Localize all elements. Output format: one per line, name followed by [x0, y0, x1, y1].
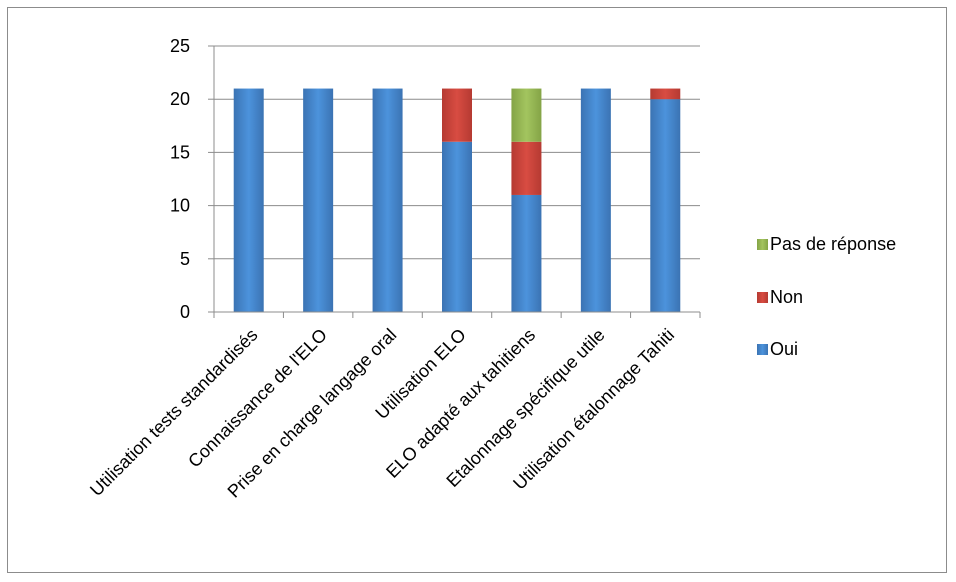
y-tick-label: 10: [170, 196, 190, 216]
bar-segment-oui: [372, 88, 403, 312]
legend-label: Oui: [770, 339, 798, 359]
x-axis-ticks: Utilisation tests standardisésConnaissan…: [86, 325, 678, 502]
legend-swatch-pas-de-r-ponse: [757, 239, 768, 250]
y-tick-label: 20: [170, 89, 190, 109]
bar-segment-oui: [580, 88, 611, 312]
bars: [233, 88, 681, 312]
bar-segment-oui: [442, 141, 472, 312]
bar-segment-oui: [303, 88, 334, 312]
bar-segment-non: [442, 88, 472, 142]
y-tick-label: 0: [180, 302, 190, 322]
bar-segment-oui: [233, 88, 264, 312]
legend-swatch-oui: [757, 344, 768, 355]
y-tick-label: 25: [170, 36, 190, 56]
legend-swatch-non: [757, 292, 768, 303]
bar-segment-pas-de-r-ponse: [511, 88, 542, 142]
y-tick-label: 5: [180, 249, 190, 269]
bar-segment-oui: [511, 194, 542, 312]
x-tick-label: Connaissance de l'ELO: [184, 325, 331, 472]
axes: [213, 46, 701, 318]
chart-frame: [7, 7, 947, 573]
bar-segment-oui: [650, 99, 681, 312]
y-axis-ticks: 0 5 10 15 20 25: [170, 36, 214, 322]
y-tick-label: 15: [170, 142, 190, 162]
bar-segment-non: [511, 141, 542, 195]
legend: Pas de réponse Non Oui: [757, 234, 896, 359]
bar-segment-non: [650, 88, 681, 100]
legend-label: Pas de réponse: [770, 234, 896, 254]
legend-label: Non: [770, 287, 803, 307]
